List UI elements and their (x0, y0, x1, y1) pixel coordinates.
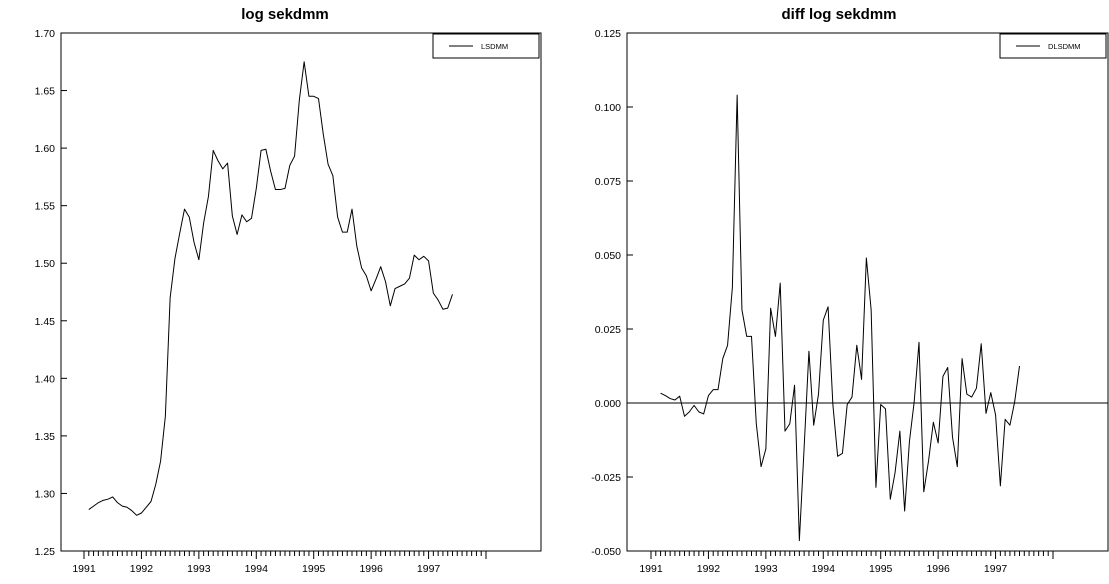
y-tick-label: 1.65 (35, 86, 56, 98)
y-tick-label: 0.125 (595, 28, 621, 40)
y-tick-label: 0.075 (595, 176, 621, 188)
y-tick-label: 1.25 (35, 546, 56, 558)
x-tick-label: 1991 (72, 563, 96, 575)
legend: LSDMM (432, 33, 540, 59)
y-tick-label: 1.45 (35, 316, 56, 328)
chart-diff-log-sekdmm-svg: diff log sekdmm -0.050 -0.025 0.000 0.025 0.0… (591, 6, 1109, 575)
y-tick-label: 0.000 (595, 398, 621, 410)
y-tick-label: 1.55 (35, 201, 56, 213)
plot-frame (60, 32, 542, 552)
x-tick-label: 1996 (926, 563, 950, 575)
x-tick-label: 1991 (639, 563, 663, 575)
legend: DLSDMM (999, 33, 1107, 59)
x-tick-label: 1993 (754, 563, 778, 575)
y-tick-label: 1.60 (35, 143, 56, 155)
legend-label: LSDMM (481, 42, 508, 51)
x-tick-label: 1997 (984, 563, 1008, 575)
x-tick-label: 1995 (869, 563, 893, 575)
chart-log-sekdmm-svg: log sekdmm 1.25 1.30 1.35 1.40 1.45 1.50 1.55 1.… (35, 6, 542, 575)
x-tick-label: 1995 (302, 563, 326, 575)
x-tick-label: 1992 (130, 563, 154, 575)
y-tick-label: 0.050 (595, 250, 621, 262)
y-tick-label: -0.050 (591, 546, 621, 558)
y-tick-label: 1.30 (35, 488, 56, 500)
y-tick-label: 1.50 (35, 258, 56, 270)
x-tick-label: 1997 (417, 563, 441, 575)
x-tick-label: 1992 (697, 563, 721, 575)
chart-title: diff log sekdmm (781, 6, 896, 23)
plot-frame (626, 32, 1109, 552)
x-tick-label: 1994 (245, 563, 269, 575)
series-line-lsdmm (88, 61, 453, 516)
series-line-dlsdmm (660, 94, 1020, 542)
y-tick-label: -0.025 (591, 472, 621, 484)
chart-title: log sekdmm (241, 6, 329, 23)
y-tick-label: 0.100 (595, 102, 621, 114)
legend-label: DLSDMM (1048, 42, 1081, 51)
x-tick-label: 1993 (187, 563, 211, 575)
x-tick-label: 1994 (812, 563, 836, 575)
y-tick-label: 1.70 (35, 28, 56, 40)
x-tick-label: 1996 (359, 563, 383, 575)
y-tick-label: 0.025 (595, 324, 621, 336)
chart-diff-log-sekdmm: diff log sekdmm -0.050 -0.025 0.000 0.025 0.0… (554, 0, 1109, 579)
chart-log-sekdmm: log sekdmm 1.25 1.30 1.35 1.40 1.45 1.50 1.55 1.… (0, 0, 554, 579)
y-tick-label: 1.35 (35, 431, 56, 443)
y-tick-label: 1.40 (35, 373, 56, 385)
